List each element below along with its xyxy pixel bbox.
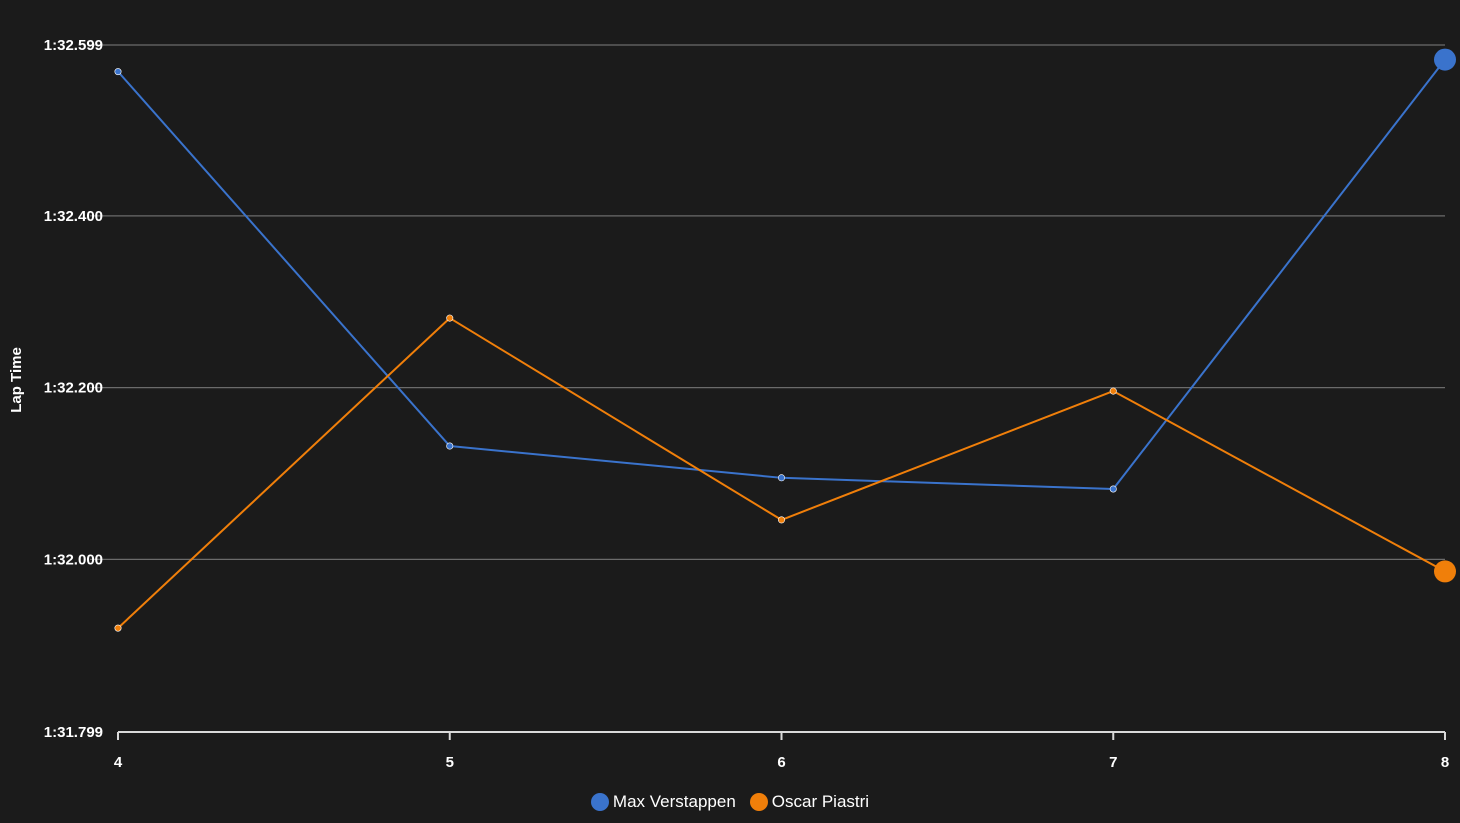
x-tick-label: 7 xyxy=(1109,754,1117,771)
y-tick-label: 1:32.599 xyxy=(44,37,103,54)
x-tick-label: 4 xyxy=(114,754,123,771)
series-points xyxy=(114,48,1456,632)
x-axis-ticks: 4 5 6 7 8 xyxy=(114,754,1449,771)
data-point[interactable] xyxy=(1434,560,1456,583)
x-tick-label: 5 xyxy=(446,754,454,771)
data-point[interactable] xyxy=(1109,485,1117,493)
y-axis-title: Lap Time xyxy=(8,347,25,413)
x-tick-label: 8 xyxy=(1441,754,1449,771)
data-point[interactable] xyxy=(446,442,454,450)
data-point[interactable] xyxy=(114,68,122,76)
series-lines xyxy=(117,58,1446,629)
y-tick-label: 1:32.200 xyxy=(44,380,103,397)
data-point[interactable] xyxy=(777,474,785,482)
data-point[interactable] xyxy=(777,516,785,524)
chart-legend: Max Verstappen Oscar Piastri xyxy=(0,792,1460,812)
data-point[interactable] xyxy=(114,624,122,632)
x-tick-label: 6 xyxy=(777,754,785,771)
data-point[interactable] xyxy=(446,314,454,322)
y-tick-label: 1:32.400 xyxy=(44,208,103,225)
x-axis xyxy=(117,731,1446,740)
legend-label: Oscar Piastri xyxy=(771,792,870,811)
data-point[interactable] xyxy=(1434,48,1456,71)
series-line-max-verstappen xyxy=(117,58,1446,490)
data-point[interactable] xyxy=(1109,387,1117,395)
legend-label: Max Verstappen xyxy=(612,792,736,811)
legend-item[interactable]: Oscar Piastri xyxy=(749,792,870,812)
legend-swatch xyxy=(749,793,768,811)
legend-item[interactable]: Max Verstappen xyxy=(590,792,736,812)
grid-lines xyxy=(90,44,1445,560)
series-line-oscar-piastri xyxy=(117,317,1446,629)
y-tick-label: 1:32.000 xyxy=(44,551,103,568)
y-tick-label: 1:31.799 xyxy=(44,724,103,741)
legend-swatch xyxy=(590,793,609,811)
y-axis-ticks: 1:31.799 1:32.000 1:32.200 1:32.400 1:32.599 xyxy=(44,37,103,741)
